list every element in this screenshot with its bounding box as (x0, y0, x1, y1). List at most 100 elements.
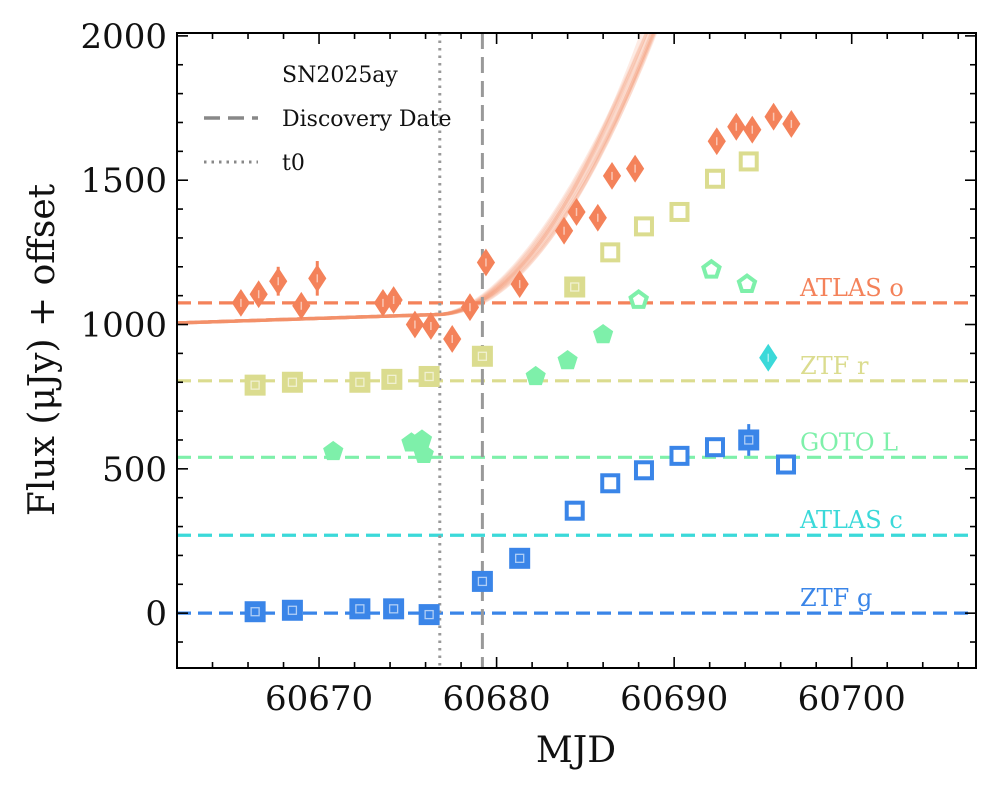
pentagon-marker (525, 365, 546, 386)
marker-highlight (515, 553, 525, 563)
pentagon-marker (736, 273, 758, 293)
goto-l-point (323, 440, 344, 461)
ztf-g-point (471, 570, 493, 592)
axis-ticks: 60670 60680 60690 60700 0 500 1000 1500 2000 (80, 17, 976, 719)
ztf-g-point (383, 598, 405, 620)
y-tick-label: 1500 (80, 161, 167, 201)
goto-l-points (323, 258, 758, 463)
marker-highlight (250, 607, 260, 617)
marker-highlight (250, 380, 260, 390)
marker-highlight (287, 605, 298, 615)
square-marker (669, 201, 690, 222)
x-tick-label: 60690 (620, 679, 728, 719)
square-marker (281, 371, 303, 393)
ztf-g-point (281, 599, 303, 621)
ztf-r-point (381, 368, 403, 390)
atlas-o-point (782, 110, 801, 138)
square-marker (383, 598, 405, 620)
atlas-o-point (308, 261, 327, 296)
atlas-o-point (707, 127, 726, 156)
square-marker (600, 242, 621, 263)
atlas-o-point (510, 270, 529, 299)
square-marker (633, 460, 654, 481)
atlas-o-point (269, 266, 288, 296)
marker-highlight (355, 604, 365, 614)
fit-curve-1 (177, 33, 656, 325)
ztf-g-point (244, 601, 266, 623)
fit-curve-2 (177, 33, 657, 325)
square-marker (633, 216, 654, 237)
fit-curve-4 (177, 33, 653, 325)
goto-l-point (525, 365, 546, 386)
ztf-r-point (564, 276, 586, 298)
goto-l-point (736, 273, 758, 293)
square-marker (704, 168, 725, 189)
fit-curves (177, 33, 658, 325)
atlas-o-point (292, 291, 311, 320)
fit-curve-9 (177, 33, 649, 325)
ztf-r-point (600, 242, 621, 263)
marker-highlight (744, 435, 754, 445)
legend-t0-label: t0 (282, 151, 305, 176)
atlas-c-points (759, 343, 778, 372)
ztf-r-label: ZTF r (800, 352, 869, 380)
data-points (231, 102, 801, 626)
square-marker (564, 500, 585, 521)
pentagon-marker (323, 440, 344, 461)
pentagon-marker (557, 349, 578, 370)
x-axis-label: MJD (536, 730, 616, 771)
ztf-g-point (633, 460, 654, 481)
pentagon-marker (628, 289, 650, 309)
square-marker (418, 604, 440, 626)
atlas-o-point (764, 102, 783, 131)
ztf-g-point (418, 604, 440, 626)
atlas-o-point (384, 286, 403, 314)
atlas-o-label: ATLAS o (799, 274, 904, 302)
ztf-r-point (738, 151, 759, 172)
atlas-o-point (421, 312, 441, 340)
fit-curve-0 (177, 33, 658, 325)
legend-discovery-label: Discovery Date (282, 107, 452, 132)
square-marker (704, 437, 725, 458)
ztf-g-point (509, 547, 531, 569)
fit-curve-7 (177, 33, 649, 325)
goto-l-point (701, 258, 722, 279)
atlas-o-point (554, 216, 574, 245)
pentagon-marker (593, 323, 614, 344)
y-tick-label: 500 (102, 450, 167, 490)
pentagon-marker (701, 258, 722, 279)
square-marker (738, 151, 759, 172)
atlas-o-point (602, 161, 622, 190)
atlas-o-point (727, 112, 746, 141)
ztf-g-point (776, 454, 797, 475)
fit-curve-10 (177, 33, 644, 325)
atlas-o-point (743, 115, 762, 144)
marker-highlight (287, 377, 298, 387)
marker-highlight (477, 351, 488, 361)
square-marker (776, 454, 797, 475)
marker-highlight (387, 374, 397, 385)
ztf-r-points (244, 151, 759, 396)
ztf-g-point (738, 424, 760, 456)
fit-curve-6 (177, 33, 657, 325)
y-tick-label: 1000 (80, 306, 167, 346)
square-marker (244, 374, 266, 396)
ztf-r-point (349, 371, 371, 393)
band-offset-lines (177, 301, 976, 615)
fit-curve-11 (177, 33, 649, 325)
atlas-o-point (231, 288, 251, 317)
ztf-g-point (704, 437, 725, 458)
atlas-o-points (231, 102, 801, 353)
ztf-r-point (244, 374, 266, 396)
plot-frame (176, 32, 977, 669)
goto-l-point (557, 349, 578, 370)
square-marker (669, 445, 690, 466)
ztf-g-point (564, 500, 585, 521)
atlas-o-point (476, 248, 496, 277)
square-marker (600, 473, 621, 494)
ztf-r-point (669, 201, 690, 222)
atlas-o-point (405, 310, 425, 339)
ztf-g-point (349, 598, 371, 620)
marker-highlight (424, 609, 434, 620)
legend-title: SN2025ay (282, 63, 398, 88)
